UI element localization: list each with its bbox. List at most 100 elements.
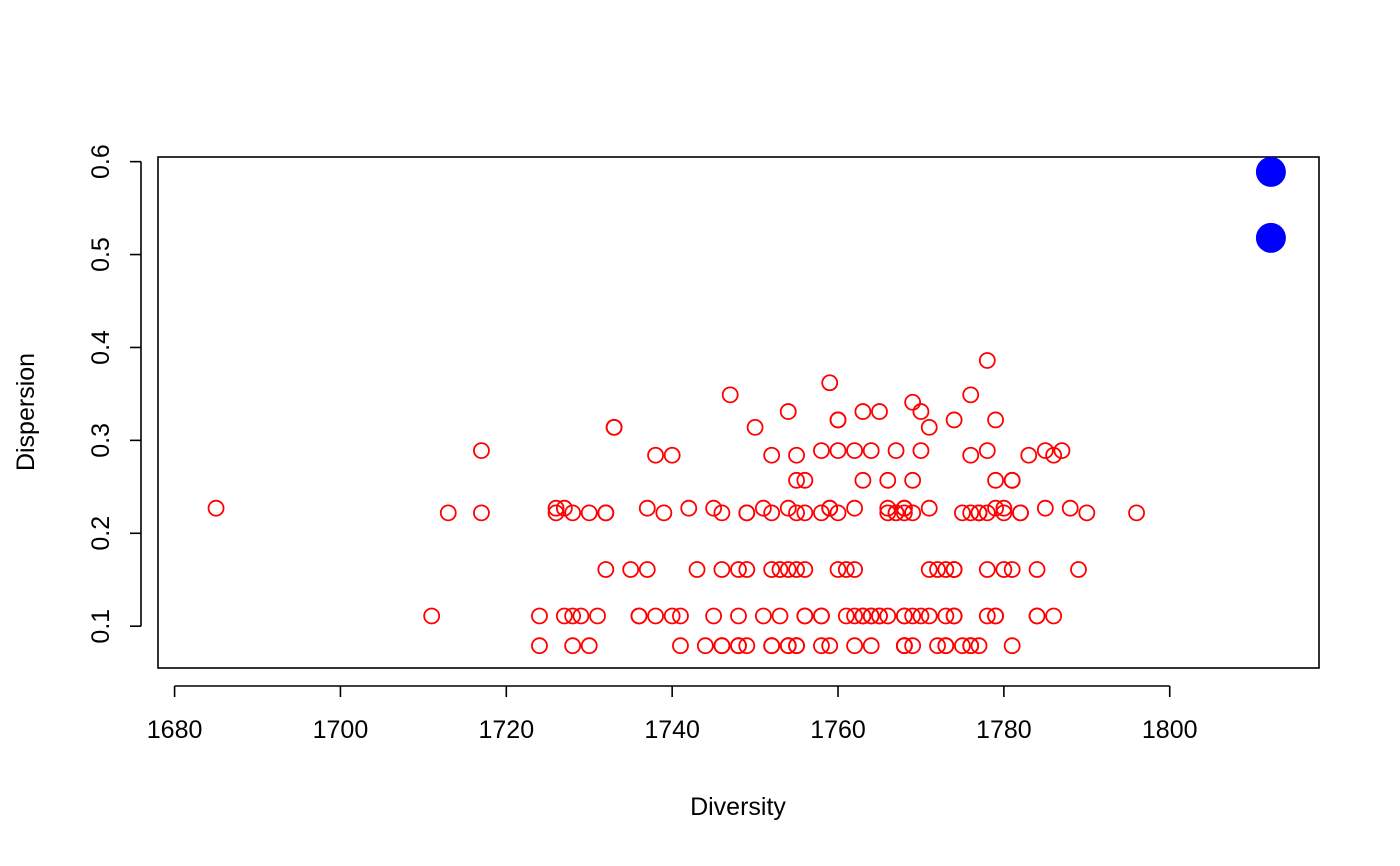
data-point (978, 607, 996, 625)
data-point (1028, 561, 1046, 578)
data-point (473, 504, 490, 522)
data-point (837, 561, 855, 578)
data-point (829, 504, 847, 522)
data-point (1003, 471, 1021, 489)
data-point (738, 637, 756, 655)
data-point (879, 504, 897, 522)
data-point (439, 504, 457, 522)
data-point (531, 607, 548, 625)
highlight-point (1255, 156, 1286, 187)
data-point (813, 607, 830, 625)
y-tick-label: 0.5 (87, 237, 115, 272)
data-point (887, 442, 905, 459)
data-point (663, 607, 681, 625)
data-point (788, 561, 805, 578)
data-point (962, 504, 980, 522)
data-point (970, 637, 988, 655)
data-point (962, 446, 980, 464)
data-point (937, 637, 955, 655)
data-point (605, 418, 623, 436)
data-point (738, 561, 756, 578)
data-point (779, 637, 797, 655)
data-point (978, 442, 996, 459)
data-point (945, 607, 963, 625)
data-point (829, 561, 847, 578)
data-point (564, 607, 582, 625)
data-point (771, 607, 789, 625)
data-point (572, 607, 590, 625)
data-point (547, 499, 565, 517)
data-point (547, 504, 565, 522)
data-point (970, 504, 988, 522)
data-point (788, 471, 805, 489)
data-point (796, 471, 814, 489)
data-point (763, 637, 781, 655)
data-point (987, 471, 1004, 489)
data-point (746, 418, 764, 436)
data-point (929, 561, 946, 578)
data-point (779, 561, 797, 578)
data-point (779, 499, 797, 517)
highlight-point (1255, 222, 1286, 253)
data-point (904, 471, 922, 489)
data-point (680, 499, 698, 517)
data-point (912, 442, 930, 459)
data-point (837, 607, 855, 625)
data-point (1003, 561, 1021, 578)
data-point (796, 561, 814, 578)
data-point (771, 561, 789, 578)
data-point (555, 499, 573, 517)
data-point (821, 374, 839, 392)
x-tick-label: 1680 (147, 716, 203, 744)
data-point (1028, 607, 1046, 625)
data-point (954, 637, 971, 655)
data-point (813, 637, 830, 655)
x-tick-label: 1760 (810, 716, 866, 744)
data-point (846, 607, 863, 625)
y-axis-title: Dispersion (12, 353, 40, 471)
data-point (904, 607, 922, 625)
data-point (895, 504, 913, 522)
data-point (1003, 637, 1021, 655)
data-point (1045, 446, 1063, 464)
x-axis-title: Diversity (690, 793, 786, 821)
data-point (871, 403, 888, 420)
data-point (655, 504, 673, 522)
data-point (821, 499, 839, 517)
data-point (423, 607, 441, 625)
data-point (580, 504, 598, 522)
data-point (730, 637, 747, 655)
data-point (829, 411, 847, 429)
data-point (987, 411, 1004, 429)
data-point (638, 561, 656, 578)
data-point (854, 471, 872, 489)
data-point (1036, 499, 1054, 517)
y-tick-label: 0.2 (87, 516, 115, 551)
data-point (912, 607, 930, 625)
data-point (597, 504, 615, 522)
data-point (730, 561, 747, 578)
data-point (929, 637, 946, 655)
data-point (531, 637, 548, 655)
data-point (920, 561, 938, 578)
data-point (788, 637, 805, 655)
data-point (854, 607, 872, 625)
data-point (829, 442, 847, 459)
data-point (879, 607, 897, 625)
data-point (846, 637, 863, 655)
data-point (912, 403, 930, 420)
data-point (862, 607, 880, 625)
data-point (1061, 499, 1079, 517)
data-point (904, 637, 922, 655)
data-point (473, 442, 490, 459)
data-point (705, 607, 723, 625)
data-point (763, 504, 781, 522)
x-tick-label: 1800 (1142, 716, 1198, 744)
data-point (796, 504, 814, 522)
data-point (904, 393, 922, 411)
data-point (589, 607, 606, 625)
y-tick-label: 0.1 (87, 609, 115, 644)
data-point (564, 504, 582, 522)
data-point (1012, 504, 1029, 522)
data-point (978, 561, 996, 578)
